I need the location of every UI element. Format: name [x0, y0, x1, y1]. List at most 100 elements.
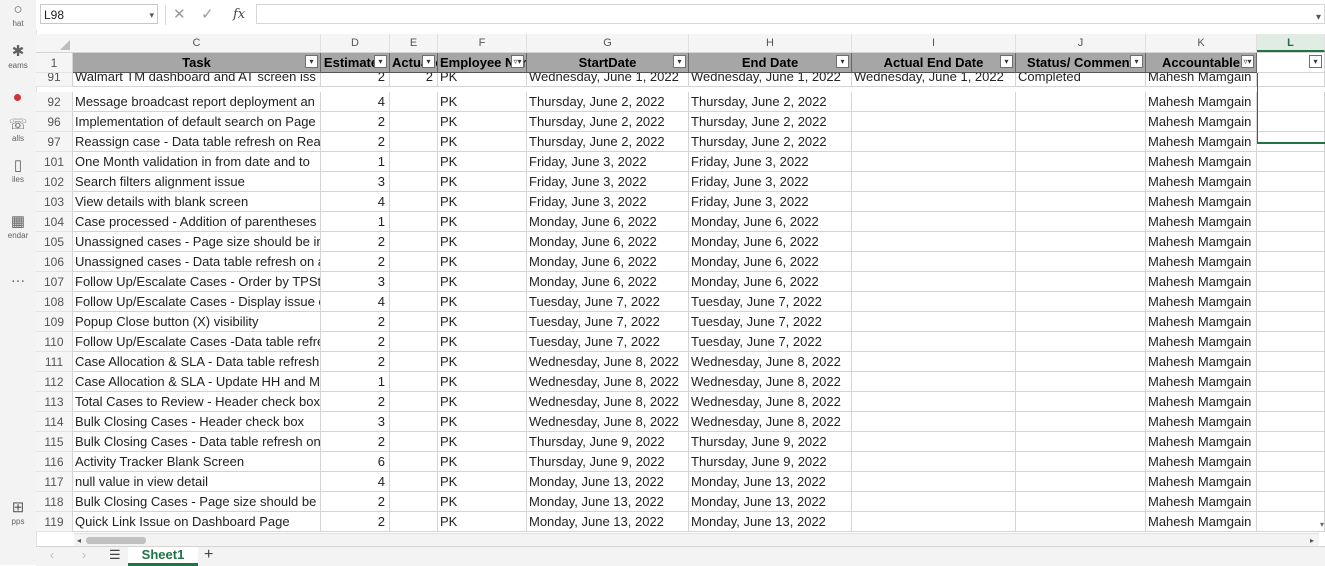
cell-accountable[interactable]: Mahesh Mamgain — [1146, 212, 1257, 232]
cell-accountable[interactable]: Mahesh Mamgain — [1146, 412, 1257, 432]
cell-col-l[interactable] — [1257, 212, 1325, 232]
cell-start-date[interactable]: Thursday, June 2, 2022 — [527, 132, 689, 152]
cell-actual-effort[interactable] — [390, 352, 438, 372]
header-employee-name[interactable]: Employee Name▿▾ — [438, 53, 527, 73]
cell-end-date[interactable]: Monday, June 13, 2022 — [689, 472, 852, 492]
cell-end-date[interactable]: Friday, June 3, 2022 — [689, 172, 852, 192]
cell-task[interactable]: Quick Link Issue on Dashboard Page — [73, 512, 321, 532]
cell-actual-end-date[interactable] — [852, 232, 1016, 252]
column-header-i[interactable]: I — [852, 34, 1016, 52]
cell-actual-end-date[interactable] — [852, 352, 1016, 372]
row-number[interactable]: 105 — [36, 232, 73, 252]
expand-formula-icon[interactable]: ▾ — [1315, 12, 1321, 23]
cell-col-l[interactable] — [1257, 272, 1325, 292]
cell-employee-name[interactable]: PK — [438, 432, 527, 452]
row-number[interactable]: 92 — [36, 92, 73, 112]
cell-actual-end-date[interactable] — [852, 92, 1016, 112]
scroll-left-icon[interactable]: ◂ — [77, 536, 82, 545]
cell-end-date[interactable]: Monday, June 13, 2022 — [689, 492, 852, 512]
cell-end-date[interactable]: Tuesday, June 7, 2022 — [689, 292, 852, 312]
cell-end-date[interactable]: Thursday, June 2, 2022 — [689, 132, 852, 152]
cell-start-date[interactable]: Thursday, June 9, 2022 — [527, 432, 689, 452]
cell-task[interactable]: Bulk Closing Cases - Header check box — [73, 412, 321, 432]
cell-start-date[interactable]: Monday, June 6, 2022 — [527, 252, 689, 272]
cell-accountable[interactable]: Mahesh Mamgain — [1146, 392, 1257, 412]
cell-end-date[interactable]: Thursday, June 9, 2022 — [689, 432, 852, 452]
cell-end-date[interactable]: Wednesday, June 8, 2022 — [689, 392, 852, 412]
cell-task[interactable]: Implementation of default search on Page — [73, 112, 321, 132]
cell-end-date[interactable]: Thursday, June 2, 2022 — [689, 112, 852, 132]
cell-accountable[interactable]: Mahesh Mamgain — [1146, 172, 1257, 192]
cell-employee-name[interactable]: PK — [438, 312, 527, 332]
cell-actual-effort[interactable] — [390, 112, 438, 132]
column-header-d[interactable]: D — [321, 34, 390, 52]
add-sheet-icon[interactable]: + — [204, 546, 214, 563]
cell-status-comment[interactable] — [1016, 492, 1146, 512]
column-header-l[interactable]: L — [1257, 34, 1325, 52]
cell-employee-name[interactable]: PK — [438, 252, 527, 272]
cell-estimated[interactable]: 2 — [321, 432, 390, 452]
cell-status-comment[interactable] — [1016, 132, 1146, 152]
cell-status-comment[interactable] — [1016, 112, 1146, 132]
cell-accountable[interactable]: Mahesh Mamgain — [1146, 492, 1257, 512]
cell-start-date[interactable]: Monday, June 13, 2022 — [527, 472, 689, 492]
cell-actual-effort[interactable] — [390, 272, 438, 292]
cancel-icon[interactable]: ✕ — [173, 6, 186, 23]
cell-actual-effort[interactable] — [390, 412, 438, 432]
rail-item-more[interactable]: … — [0, 270, 36, 287]
cell-task[interactable]: Popup Close button (X) visibility — [73, 312, 321, 332]
cell-accountable[interactable]: Mahesh Mamgain — [1146, 192, 1257, 212]
cell-estimated[interactable]: 3 — [321, 272, 390, 292]
column-header-e[interactable]: E — [390, 34, 438, 52]
cell-estimated[interactable]: 2 — [321, 252, 390, 272]
cell-start-date[interactable]: Tuesday, June 7, 2022 — [527, 312, 689, 332]
cell-end-date[interactable]: Monday, June 6, 2022 — [689, 212, 852, 232]
cell-actual-end-date[interactable] — [852, 212, 1016, 232]
header-actual-effort[interactable]: Actual e ▾ — [390, 53, 438, 73]
cell-actual-effort[interactable] — [390, 312, 438, 332]
cell-status-comment[interactable] — [1016, 252, 1146, 272]
sheet-tab-sheet1[interactable]: Sheet1 — [128, 547, 198, 566]
filter-dropdown-icon[interactable]: ▾ — [1130, 55, 1143, 68]
cell-actual-effort[interactable] — [390, 212, 438, 232]
cell-end-date[interactable]: Thursday, June 2, 2022 — [689, 92, 852, 112]
filter-dropdown-icon[interactable]: ▾ — [1000, 55, 1013, 68]
cell-start-date[interactable]: Friday, June 3, 2022 — [527, 152, 689, 172]
cell-estimated[interactable]: 2 — [321, 492, 390, 512]
cell-status-comment[interactable] — [1016, 152, 1146, 172]
row-number[interactable]: 106 — [36, 252, 73, 272]
cell-employee-name[interactable]: PK — [438, 112, 527, 132]
cell-col-l[interactable] — [1257, 392, 1325, 412]
cell-start-date[interactable]: Wednesday, June 8, 2022 — [527, 412, 689, 432]
cell-start-date[interactable]: Monday, June 6, 2022 — [527, 232, 689, 252]
cell-actual-effort[interactable] — [390, 172, 438, 192]
cell-estimated[interactable]: 2 — [321, 232, 390, 252]
formula-input[interactable]: ▾ — [256, 4, 1325, 24]
row-number[interactable]: 117 — [36, 472, 73, 492]
cell-end-date[interactable]: Friday, June 3, 2022 — [689, 152, 852, 172]
rail-item-files[interactable]: ▯ iles — [0, 158, 36, 184]
cell-task[interactable]: Case processed - Addition of parentheses — [73, 212, 321, 232]
cell-status-comment[interactable] — [1016, 332, 1146, 352]
cell-employee-name[interactable]: PK — [438, 392, 527, 412]
cell-task[interactable]: Case Allocation & SLA - Update HH and M — [73, 372, 321, 392]
cell-actual-effort[interactable] — [390, 192, 438, 212]
filter-dropdown-icon[interactable]: ▿▾ — [511, 55, 524, 68]
cell-employee-name[interactable]: PK — [438, 132, 527, 152]
cell-actual-end-date[interactable] — [852, 252, 1016, 272]
header-end-date[interactable]: End Date ▾ — [689, 53, 852, 73]
cell-status-comment[interactable] — [1016, 172, 1146, 192]
cell-start-date[interactable]: Wednesday, June 8, 2022 — [527, 392, 689, 412]
cell-estimated[interactable]: 2 — [321, 512, 390, 532]
cell-employee-name[interactable]: PK — [438, 352, 527, 372]
cell-estimated[interactable]: 2 — [321, 312, 390, 332]
cell-status-comment[interactable] — [1016, 312, 1146, 332]
cell-accountable[interactable]: Mahesh Mamgain — [1146, 452, 1257, 472]
cell-status-comment[interactable] — [1016, 92, 1146, 112]
cell-estimated[interactable]: 4 — [321, 292, 390, 312]
cell-end-date[interactable]: Monday, June 13, 2022 — [689, 512, 852, 532]
cell-accountable[interactable]: Mahesh Mamgain — [1146, 472, 1257, 492]
header-estimated[interactable]: Estimated ▾ — [321, 53, 390, 73]
filter-dropdown-icon[interactable]: ▾ — [673, 55, 686, 68]
cell-estimated[interactable]: 2 — [321, 112, 390, 132]
